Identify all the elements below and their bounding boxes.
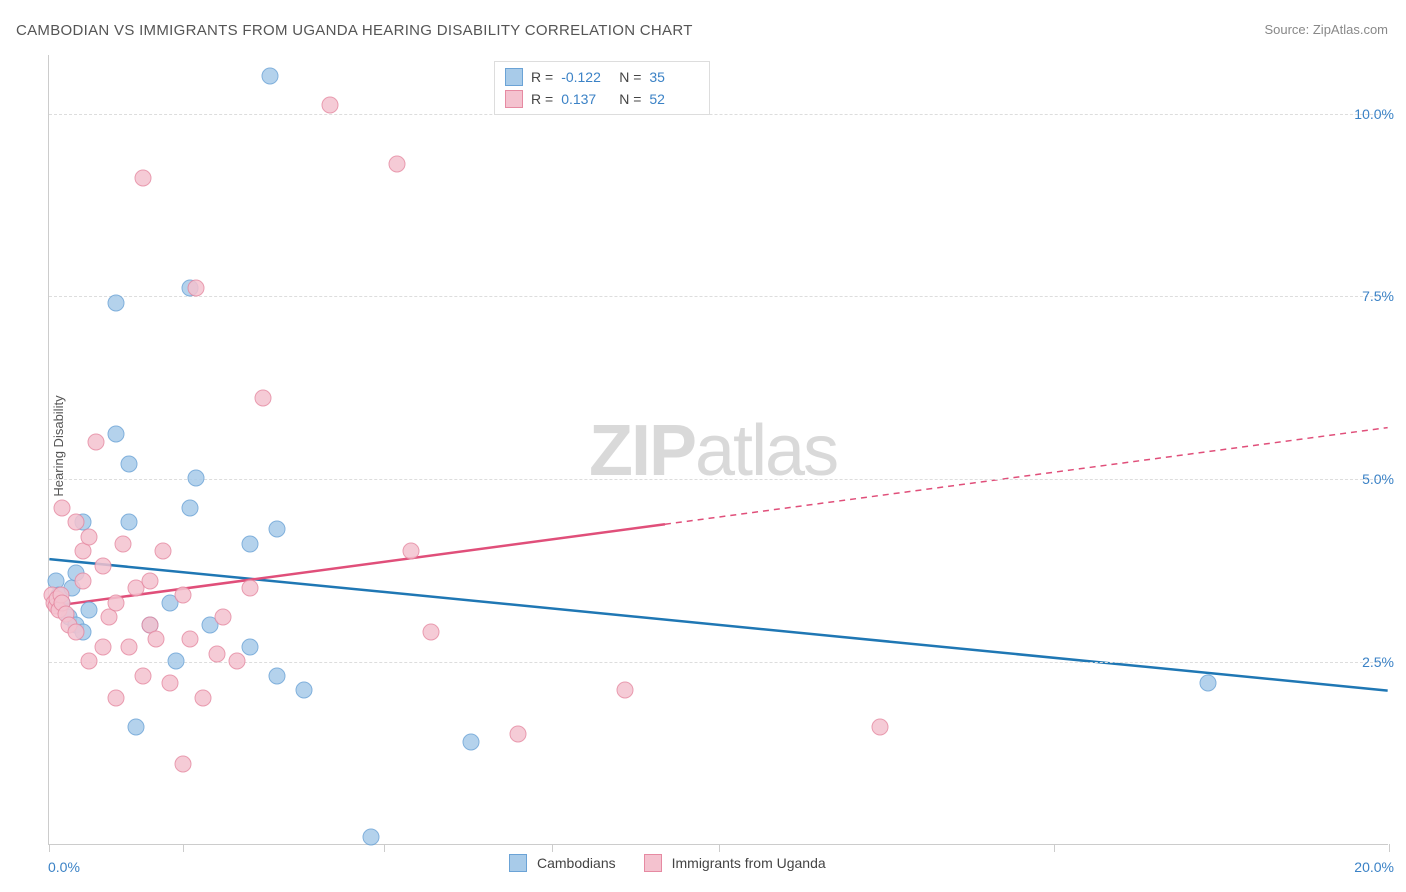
legend-swatch — [509, 854, 527, 872]
data-point — [175, 587, 192, 604]
data-point — [134, 170, 151, 187]
chart-title: CAMBODIAN VS IMMIGRANTS FROM UGANDA HEAR… — [16, 22, 693, 39]
data-point — [101, 609, 118, 626]
data-point — [108, 294, 125, 311]
legend-series-label: Immigrants from Uganda — [672, 855, 826, 871]
data-point — [402, 543, 419, 560]
data-point — [114, 536, 131, 553]
data-point — [208, 645, 225, 662]
x-tick — [1054, 844, 1055, 852]
data-point — [81, 653, 98, 670]
y-tick-label: 5.0% — [1362, 471, 1394, 487]
grid-line — [49, 296, 1388, 297]
trend-lines-layer — [49, 55, 1388, 844]
data-point — [181, 631, 198, 648]
data-point — [121, 514, 138, 531]
data-point — [168, 653, 185, 670]
grid-line — [49, 479, 1388, 480]
data-point — [108, 689, 125, 706]
x-tick — [1389, 844, 1390, 852]
data-point — [268, 667, 285, 684]
r-label: R = — [531, 88, 553, 110]
legend-row: R = -0.122 N = 35 — [505, 66, 699, 88]
x-min-label: 0.0% — [48, 859, 80, 875]
data-point — [81, 601, 98, 618]
x-tick — [552, 844, 553, 852]
y-tick-label: 7.5% — [1362, 288, 1394, 304]
data-point — [175, 755, 192, 772]
series-legend: Cambodians Immigrants from Uganda — [509, 854, 844, 872]
r-value: -0.122 — [561, 66, 611, 88]
data-point — [322, 97, 339, 114]
grid-line — [49, 114, 1388, 115]
data-point — [161, 675, 178, 692]
data-point — [242, 579, 259, 596]
data-point — [215, 609, 232, 626]
x-tick — [384, 844, 385, 852]
data-point — [242, 536, 259, 553]
r-value: 0.137 — [561, 88, 611, 110]
r-label: R = — [531, 66, 553, 88]
data-point — [54, 499, 71, 516]
x-max-label: 20.0% — [1354, 859, 1394, 875]
data-point — [74, 572, 91, 589]
data-point — [87, 433, 104, 450]
legend-swatch — [644, 854, 662, 872]
data-point — [463, 733, 480, 750]
y-tick-label: 2.5% — [1362, 654, 1394, 670]
data-point — [242, 638, 259, 655]
plot-area: ZIPatlasR =-0.122N =35R =0.137N =52Cambo… — [48, 55, 1388, 845]
correlation-legend: R = -0.122 N = 35 R = 0.137 N = 52 — [494, 61, 710, 115]
data-point — [121, 638, 138, 655]
data-point — [188, 280, 205, 297]
data-point — [128, 718, 145, 735]
data-point — [268, 521, 285, 538]
data-point — [255, 389, 272, 406]
y-tick-label: 10.0% — [1354, 106, 1394, 122]
legend-swatch — [505, 90, 523, 108]
data-point — [181, 499, 198, 516]
data-point — [94, 558, 111, 575]
data-point — [195, 689, 212, 706]
n-value: 35 — [649, 66, 699, 88]
data-point — [871, 718, 888, 735]
data-point — [617, 682, 634, 699]
data-point — [362, 828, 379, 845]
data-point — [228, 653, 245, 670]
data-point — [141, 572, 158, 589]
data-point — [94, 638, 111, 655]
data-point — [74, 543, 91, 560]
data-point — [154, 543, 171, 560]
grid-line — [49, 662, 1388, 663]
data-point — [389, 155, 406, 172]
data-point — [121, 455, 138, 472]
data-point — [81, 528, 98, 545]
data-point — [108, 426, 125, 443]
data-point — [134, 667, 151, 684]
data-point — [262, 67, 279, 84]
n-value: 52 — [649, 88, 699, 110]
data-point — [1200, 675, 1217, 692]
data-point — [148, 631, 165, 648]
data-point — [510, 726, 527, 743]
x-tick — [183, 844, 184, 852]
legend-row: R = 0.137 N = 52 — [505, 88, 699, 110]
x-tick — [49, 844, 50, 852]
data-point — [67, 623, 84, 640]
data-point — [67, 514, 84, 531]
source-attribution: Source: ZipAtlas.com — [1264, 22, 1388, 37]
data-point — [422, 623, 439, 640]
legend-series-label: Cambodians — [537, 855, 616, 871]
legend-swatch — [505, 68, 523, 86]
x-tick — [719, 844, 720, 852]
n-label: N = — [619, 88, 641, 110]
n-label: N = — [619, 66, 641, 88]
data-point — [108, 594, 125, 611]
data-point — [295, 682, 312, 699]
data-point — [188, 470, 205, 487]
